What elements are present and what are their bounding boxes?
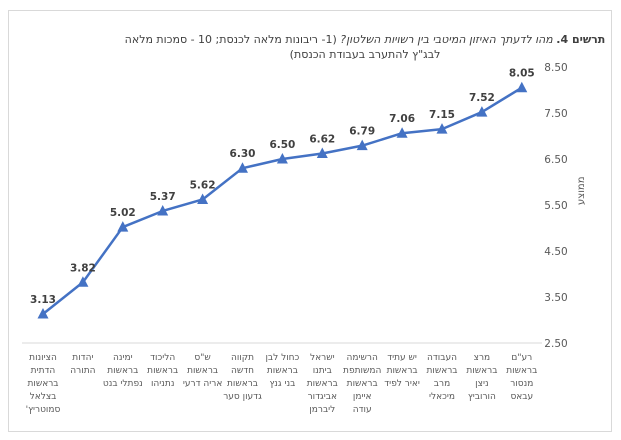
title-scale: (1- ריבונות מלאה לכנסת; 10 - סמכות מלאה …: [124, 33, 441, 61]
data-point-marker: [356, 139, 368, 151]
x-tick-label: יש עתיד בראשות יאיר לפיד: [384, 353, 420, 389]
x-tick-label: הליכוד בראשות נתניהו: [147, 353, 179, 389]
data-point-marker: [436, 123, 448, 134]
data-point-marker: [237, 162, 248, 173]
x-tick-label: העבודה בראשות מרב מיכאלי: [426, 353, 458, 402]
series-line: [42, 86, 523, 315]
data-label: 6.30: [230, 148, 256, 160]
data-label: 8.05: [509, 68, 535, 80]
data-point-marker: [396, 127, 408, 138]
y-tick-label: 6.50: [544, 154, 567, 166]
data-label: 7.15: [429, 109, 455, 121]
x-tick-label: תקווה חדשה בראשות גדעון סער: [223, 353, 262, 402]
title-question: מהו לדעתך האיזון המיטבי בין רשויות השלטו…: [340, 33, 553, 46]
data-point-marker: [37, 308, 49, 319]
x-tick-label: ש"ס בראשות אריה דרעי: [182, 353, 223, 389]
data-point-marker: [316, 147, 328, 158]
data-point-marker: [276, 153, 288, 164]
data-point-marker: [117, 221, 129, 232]
title-number: תרשים 4.: [556, 33, 606, 46]
y-tick-label: 7.50: [544, 108, 567, 120]
x-tick-label: רע"ם בראשות מנסור עבאס: [506, 353, 538, 402]
x-tick-label: ימינה בראשות נפתלי בנט: [102, 353, 143, 389]
data-point-marker: [157, 204, 169, 216]
x-tick-label: מרצ בראשות ניצן הורוביץ: [466, 353, 498, 402]
y-tick-label: 2.50: [544, 338, 567, 350]
data-point-marker: [77, 276, 89, 287]
data-label: 7.52: [469, 92, 495, 104]
data-label: 5.02: [110, 207, 136, 219]
data-label: 6.79: [349, 126, 375, 138]
data-label: 6.62: [309, 133, 335, 145]
data-point-marker: [476, 106, 488, 117]
x-tick-label: הציונות הדתית בראשות בצלאל סמוטריץ': [25, 353, 61, 415]
data-label: 3.82: [70, 262, 96, 274]
y-tick-label: 8.50: [544, 62, 567, 74]
chart-title: תרשים 4. מהו לדעתך האיזון המיטבי בין רשו…: [120, 32, 610, 62]
x-tick-label: יהדות התורה: [70, 353, 96, 376]
data-label: 7.06: [389, 113, 415, 125]
x-tick-label: הרשימה המשותפת בראשות איימן עודה: [343, 353, 382, 415]
data-label: 3.13: [30, 294, 56, 306]
data-label: 5.37: [150, 191, 176, 203]
data-label: 6.50: [269, 139, 295, 151]
x-tick-label: ישראל ביתנו בראשות אביגדור ליברמן: [306, 353, 338, 415]
x-tick-label: כחול לבן בראשות בני גנץ: [265, 353, 300, 389]
data-point-marker: [516, 81, 528, 93]
y-tick-label: 4.50: [544, 246, 567, 258]
y-tick-label: 5.50: [544, 200, 567, 212]
data-point-marker: [197, 193, 209, 204]
y-tick-label: 3.50: [544, 292, 567, 304]
data-label: 5.62: [190, 179, 216, 191]
chart-frame: [8, 10, 612, 432]
